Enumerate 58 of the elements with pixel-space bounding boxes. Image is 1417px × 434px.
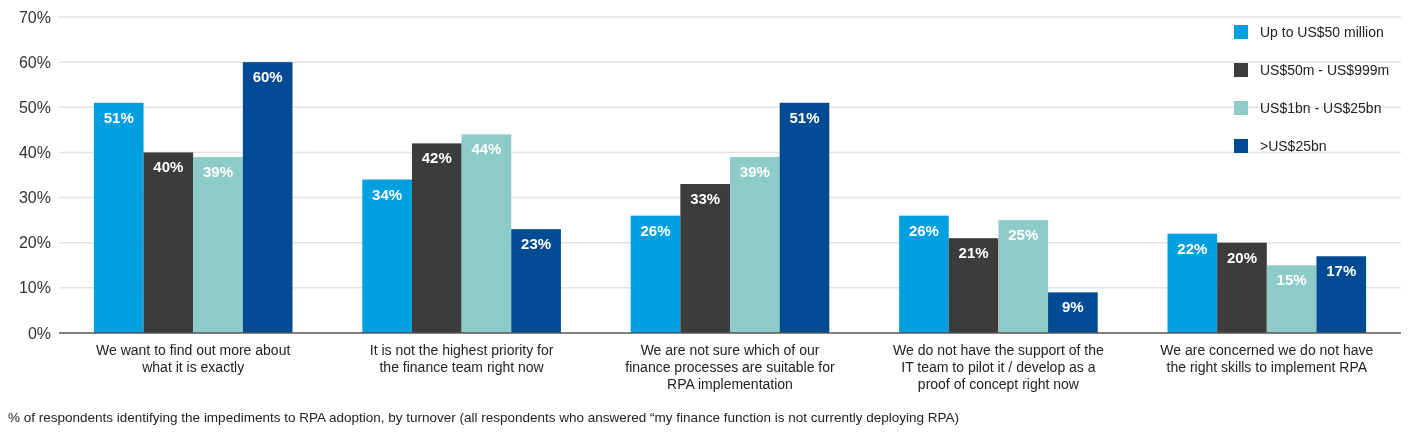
y-tick-label: 20% — [18, 234, 51, 252]
bar — [998, 220, 1049, 333]
x-tick-label: We do not have the support of the IT team to pilot it / develop as a proof of concept right now — [893, 342, 1104, 392]
y-tick-label: 0% — [27, 324, 51, 342]
data-label: 34% — [372, 185, 403, 203]
y-tick-label: 40% — [18, 144, 51, 162]
bar — [630, 215, 681, 333]
data-label: 25% — [1008, 226, 1039, 244]
bar — [730, 156, 780, 333]
legend-label: US$1bn - US$25bn — [1260, 99, 1382, 116]
data-label: 39% — [203, 162, 234, 180]
y-tick-label: 10% — [18, 279, 51, 297]
legend-label: >US$25bn — [1260, 137, 1327, 154]
y-tick-label: 50% — [18, 98, 51, 116]
data-label: 51% — [789, 108, 820, 126]
bar — [242, 62, 293, 333]
bar — [1266, 265, 1317, 333]
data-label: 22% — [1177, 239, 1208, 257]
data-label: 42% — [421, 149, 452, 167]
data-label: 20% — [1226, 248, 1257, 266]
bar — [1048, 292, 1098, 333]
bar — [948, 238, 999, 333]
bar — [1167, 233, 1218, 333]
data-label: 33% — [690, 190, 721, 208]
data-label: 39% — [739, 162, 770, 180]
data-label: 26% — [908, 221, 939, 239]
data-label: 51% — [103, 108, 134, 126]
data-label: 60% — [252, 68, 283, 86]
x-tick-label: We are not sure which of our finance processes are suitable for RPA implementation — [625, 342, 835, 392]
bar — [680, 184, 730, 333]
legend-label: Up to US$50 million — [1260, 23, 1384, 40]
bar — [362, 179, 412, 333]
data-label: 9% — [1062, 298, 1084, 316]
bar — [1316, 256, 1367, 333]
data-label: 15% — [1276, 271, 1307, 289]
bar — [1217, 242, 1267, 333]
data-label: 21% — [958, 244, 989, 262]
y-tick-label: 30% — [18, 189, 51, 207]
x-tick-label: We want to find out more about what it is exactly — [96, 342, 291, 375]
bar — [411, 143, 462, 333]
legend-label: US$50m - US$999m — [1260, 61, 1390, 78]
data-label: 40% — [153, 158, 184, 176]
bar — [899, 215, 949, 333]
y-tick-label: 60% — [18, 53, 51, 71]
bar — [93, 102, 144, 333]
x-tick-label: We are concerned we do not have the right skills to implement RPA — [1160, 342, 1374, 375]
bar — [779, 102, 830, 333]
x-tick-label: It is not the highest priority for the finance team right now — [369, 342, 554, 375]
y-tick-label: 70% — [18, 8, 51, 26]
bar — [461, 134, 512, 333]
data-label: 23% — [521, 235, 552, 253]
data-label: 26% — [640, 221, 671, 239]
bar — [143, 152, 194, 333]
bar — [193, 156, 243, 333]
bar — [511, 229, 561, 333]
text: % of respondents identifying the impediments to RPA adoption, by turnover (all respondents who answered “my finance function is not currently deploying RPA) — [8, 410, 960, 425]
data-label: 17% — [1326, 262, 1357, 280]
data-label: 44% — [471, 140, 502, 158]
